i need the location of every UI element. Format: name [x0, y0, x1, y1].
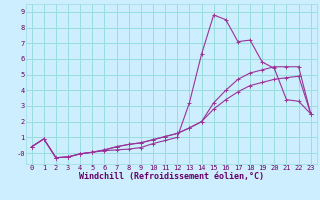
X-axis label: Windchill (Refroidissement éolien,°C): Windchill (Refroidissement éolien,°C)	[79, 172, 264, 181]
